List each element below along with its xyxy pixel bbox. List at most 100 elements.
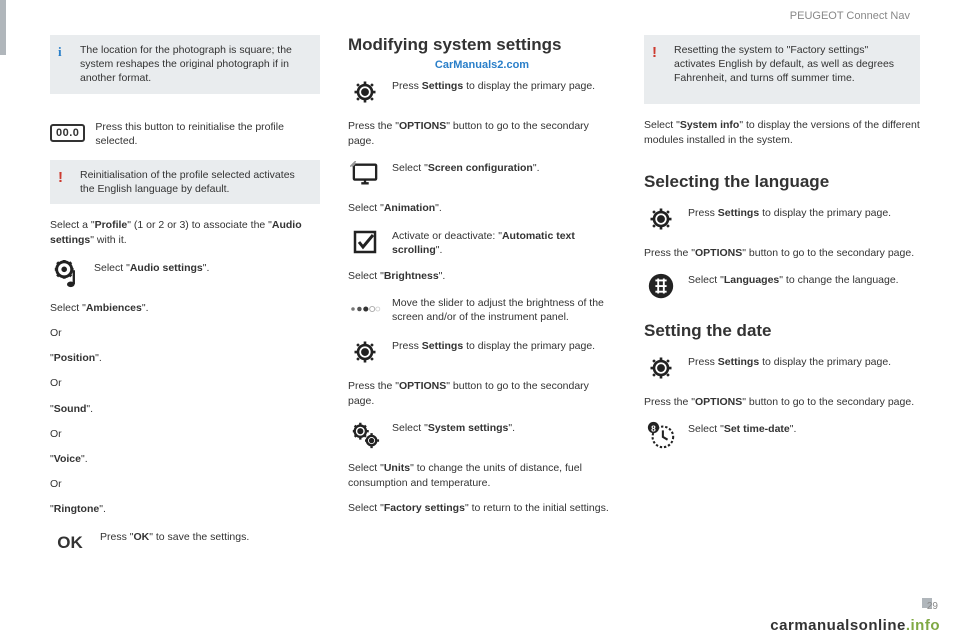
t: Press xyxy=(392,340,422,352)
header-title: PEUGEOT Connect Nav xyxy=(790,10,910,22)
warn-text: Resetting the system to "Factory setting… xyxy=(674,44,894,84)
t: Select a " xyxy=(50,219,95,231)
language-icon xyxy=(644,271,678,301)
para-units: Select "Units" to change the units of di… xyxy=(348,461,616,491)
t: to display the primary page. xyxy=(759,356,891,368)
row-system-settings: Select "System settings". xyxy=(348,419,616,449)
t: Set time-date xyxy=(724,423,790,435)
audio-text: Select "Audio settings". xyxy=(94,259,320,275)
info-text: The location for the photograph is squar… xyxy=(80,44,292,84)
para-brightness: Select "Brightness". xyxy=(348,269,616,284)
column-3: ! Resetting the system to "Factory setti… xyxy=(644,35,920,570)
t: Activate or deactivate: " xyxy=(392,230,502,242)
t: to display the primary page. xyxy=(759,207,891,219)
para-sysinfo: Select "System info" to display the vers… xyxy=(644,118,920,148)
row-settings-lang: Press Settings to display the primary pa… xyxy=(644,204,920,234)
t: Brightness xyxy=(384,270,439,282)
settings-lang-text: Press Settings to display the primary pa… xyxy=(688,204,920,220)
page-columns: i The location for the photograph is squ… xyxy=(0,0,960,570)
t: Select " xyxy=(348,502,384,514)
t: Settings xyxy=(422,80,463,92)
checkbox-icon xyxy=(348,227,382,257)
or3: Or xyxy=(50,427,320,442)
wm-dark: carmanualsonline xyxy=(770,617,906,634)
t: Select " xyxy=(688,423,724,435)
t: ". xyxy=(790,423,797,435)
t: ". xyxy=(99,503,106,515)
t: ". xyxy=(435,202,442,214)
t: " to change the language. xyxy=(779,274,898,286)
footer-watermark: carmanualsonline.info xyxy=(770,617,940,634)
row-slider: Move the slider to adjust the brightness… xyxy=(348,294,616,324)
left-stripe xyxy=(0,0,6,55)
wm-green: .info xyxy=(906,617,940,634)
screenconf-text: Select "Screen configuration". xyxy=(392,159,616,175)
t: Press the " xyxy=(644,247,695,259)
t: Select " xyxy=(348,462,384,474)
slider-text: Move the slider to adjust the brightness… xyxy=(392,294,616,324)
t: Units xyxy=(384,462,410,474)
or1: Or xyxy=(50,326,320,341)
t: Press the " xyxy=(348,380,399,392)
row-ok: OK Press "OK" to save the settings. xyxy=(50,528,320,558)
t: Animation xyxy=(384,202,435,214)
column-2: Modifying system settings CarManuals2.co… xyxy=(348,35,616,570)
t: Settings xyxy=(718,356,759,368)
syssettings-text: Select "System settings". xyxy=(392,419,616,435)
para-options-date: Press the "OPTIONS" button to go to the … xyxy=(644,395,920,410)
t: OK xyxy=(133,531,149,543)
info-photo-square: i The location for the photograph is squ… xyxy=(50,35,320,94)
t: Languages xyxy=(724,274,779,286)
t: Sound xyxy=(54,403,87,415)
t: ". xyxy=(86,403,93,415)
warn-reinit-english: ! Reinitialisation of the profile select… xyxy=(50,160,320,204)
h2-modify: Modifying system settings xyxy=(348,35,616,55)
t: Profile xyxy=(95,219,128,231)
or2: Or xyxy=(50,376,320,391)
gears-icon xyxy=(348,419,382,449)
t: to display the primary page. xyxy=(463,340,595,352)
t: Select " xyxy=(348,270,384,282)
autotext-text: Activate or deactivate: "Automatic text … xyxy=(392,227,616,257)
t: Ringtone xyxy=(54,503,100,515)
para-ringtone: "Ringtone". xyxy=(50,502,320,517)
watermark-carmanuals2: CarManuals2.com xyxy=(348,59,616,71)
t: " (1 or 2 or 3) to associate the " xyxy=(127,219,272,231)
t: Press xyxy=(688,356,718,368)
svg-text:8: 8 xyxy=(651,424,656,434)
or4: Or xyxy=(50,477,320,492)
warn-factory-reset: ! Resetting the system to "Factory setti… xyxy=(644,35,920,104)
gear-icon xyxy=(348,337,382,367)
t: OPTIONS xyxy=(695,247,742,259)
t: Settings xyxy=(422,340,463,352)
t: ". xyxy=(95,352,102,364)
dots-slider-icon xyxy=(348,294,382,324)
t: to display the primary page. xyxy=(463,80,595,92)
t: Voice xyxy=(54,453,81,465)
info-icon: i xyxy=(58,43,72,57)
t: ". xyxy=(439,270,446,282)
screen-icon xyxy=(348,159,382,189)
para-select-profile: Select a "Profile" (1 or 2 or 3) to asso… xyxy=(50,218,320,248)
t: " with it. xyxy=(90,234,126,246)
settings2-text: Press Settings to display the primary pa… xyxy=(392,337,616,353)
gear-icon xyxy=(644,204,678,234)
ok-label: OK xyxy=(57,533,83,553)
reinit-text: Press this button to reinitialise the pr… xyxy=(95,118,320,148)
settings1-text: Press Settings to display the primary pa… xyxy=(392,77,616,93)
t: Select " xyxy=(50,302,86,314)
para-factory: Select "Factory settings" to return to t… xyxy=(348,501,616,516)
t: Press the " xyxy=(644,396,695,408)
t: " to return to the initial settings. xyxy=(465,502,609,514)
lang-text: Select "Languages" to change the languag… xyxy=(688,271,920,287)
t: ". xyxy=(81,453,88,465)
row-reinitialise: 00.0 Press this button to reinitialise t… xyxy=(50,118,320,148)
t: Position xyxy=(54,352,95,364)
warning-icon: ! xyxy=(652,43,666,57)
para-sound: "Sound". xyxy=(50,402,320,417)
ok-icon: OK xyxy=(50,528,90,558)
row-settings-date: Press Settings to display the primary pa… xyxy=(644,353,920,383)
odometer-label: 00.0 xyxy=(50,124,85,142)
t: Select " xyxy=(94,262,130,274)
t: Select " xyxy=(644,119,680,131)
